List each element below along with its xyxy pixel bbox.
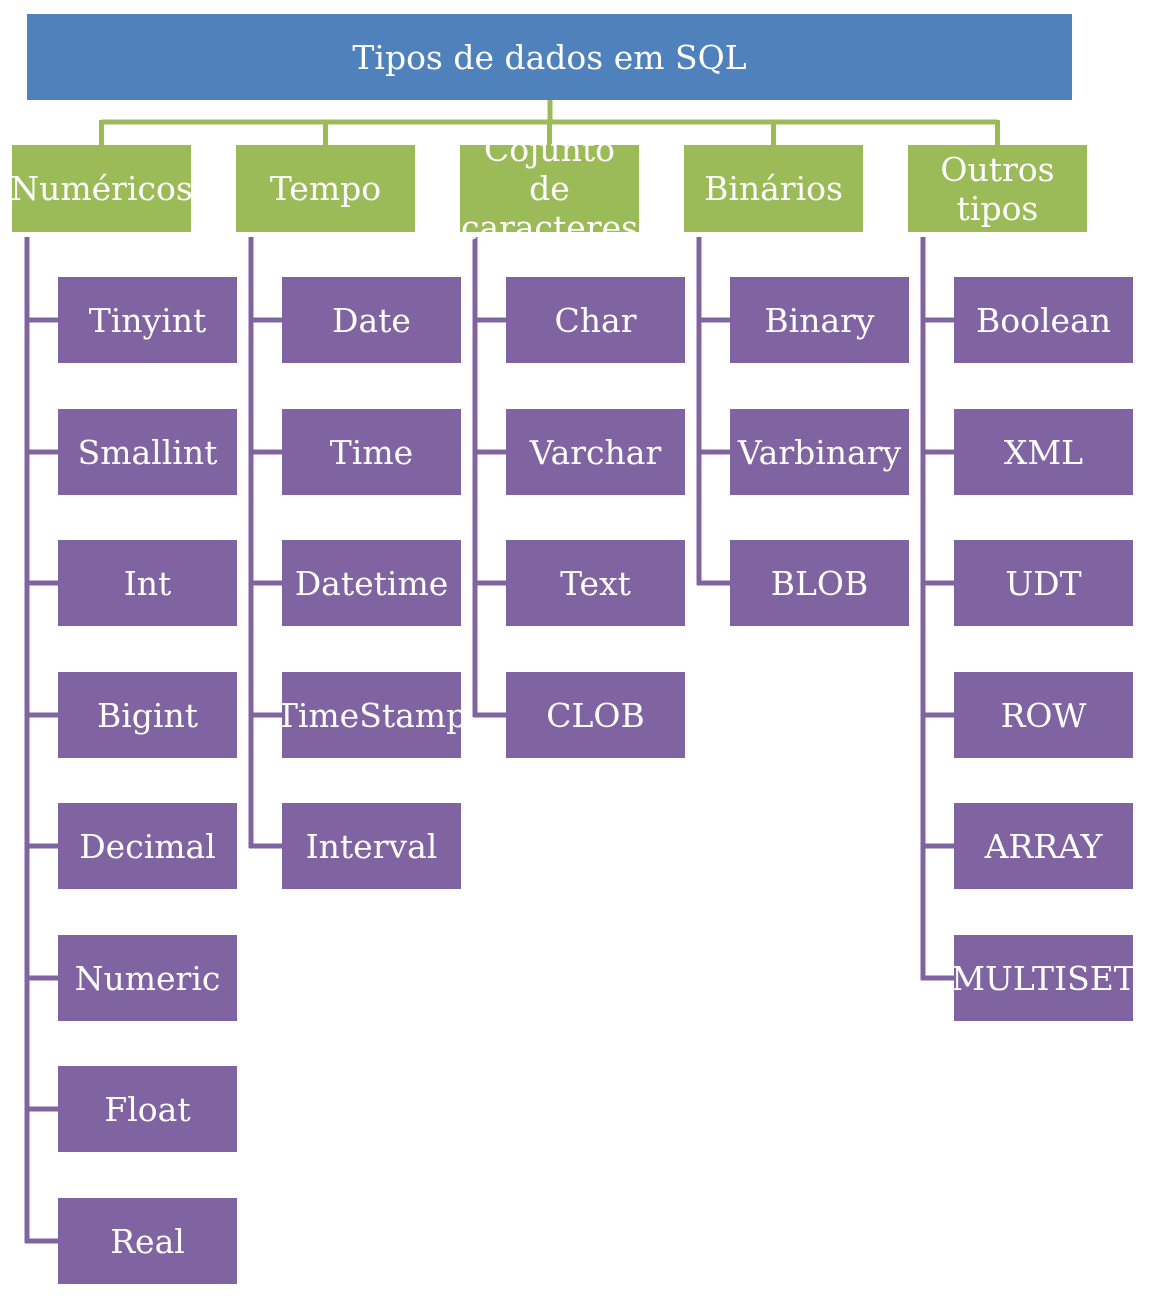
item-udt: UDT [954,540,1133,626]
item-smallint: Smallint [58,409,237,495]
item-int: Int [58,540,237,626]
item-boolean: Boolean [954,277,1133,363]
item-char: Char [506,277,685,363]
item-interval: Interval [282,803,461,889]
item-varbinary: Varbinary [730,409,909,495]
item-datetime: Datetime [282,540,461,626]
item-varchar: Varchar [506,409,685,495]
item-time: Time [282,409,461,495]
item-array: ARRAY [954,803,1133,889]
item-date: Date [282,277,461,363]
item-tinyint: Tinyint [58,277,237,363]
category-tempo: Tempo [236,145,415,232]
category-binarios: Binários [684,145,863,232]
item-row: ROW [954,672,1133,758]
item-bigint: Bigint [58,672,237,758]
item-blob: BLOB [730,540,909,626]
item-timestamp: TimeStamp [276,672,467,758]
item-binary: Binary [730,277,909,363]
item-real: Real [58,1198,237,1284]
item-float: Float [58,1066,237,1152]
category-outros-tipos: Outros tipos [908,145,1087,232]
item-numeric: Numeric [58,935,237,1021]
item-clob: CLOB [506,672,685,758]
item-multiset: MULTISET [951,935,1136,1021]
item-decimal: Decimal [58,803,237,889]
category-numericos: Numéricos [10,145,193,232]
item-xml: XML [954,409,1133,495]
item-text: Text [506,540,685,626]
root-node-title: Tipos de dados em SQL [27,14,1072,100]
category-conjunto-de-caracteres: Cojunto de caracteres [460,130,639,247]
